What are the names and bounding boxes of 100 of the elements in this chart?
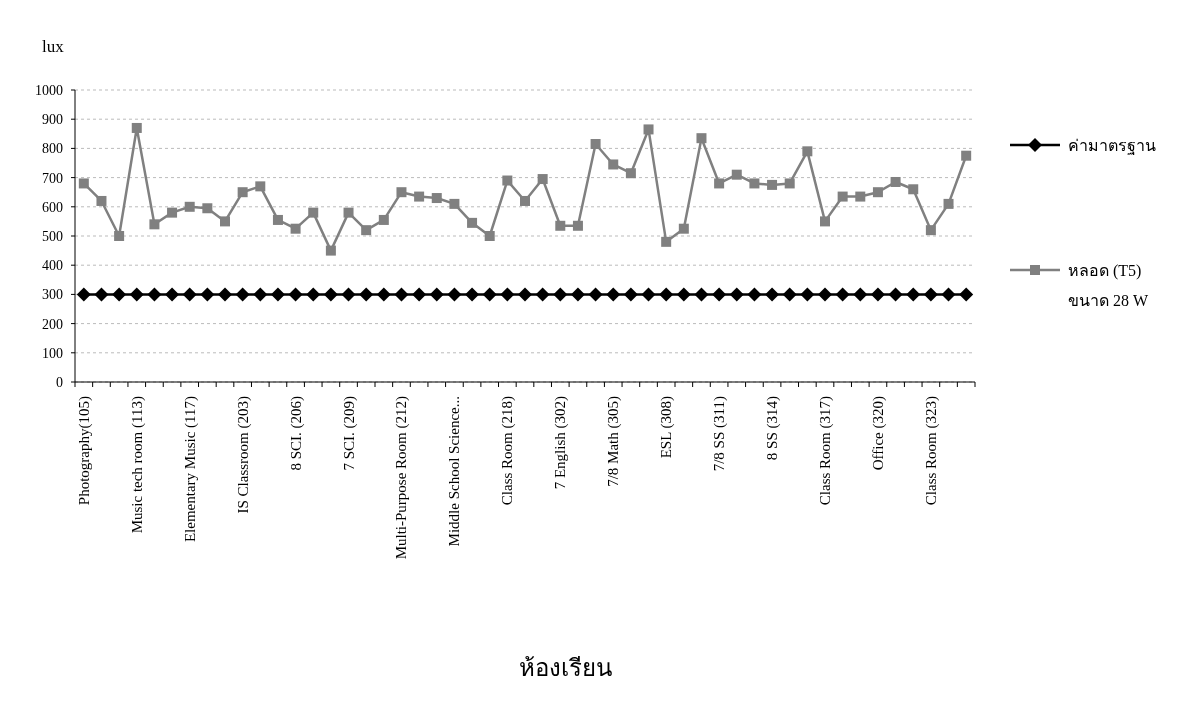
point [94, 287, 109, 302]
y-tick-label: 0 [56, 375, 63, 390]
x-axis-title: ห้องเรียน [518, 655, 612, 681]
point [500, 287, 515, 302]
point [76, 287, 91, 302]
x-tick-label: Class Room (218) [499, 396, 517, 506]
point [676, 287, 691, 302]
y-tick-label: 500 [42, 229, 63, 244]
point [361, 225, 372, 236]
point [623, 287, 638, 302]
y-tick-label: 600 [42, 199, 63, 215]
point [147, 287, 162, 302]
point [678, 223, 689, 234]
point [855, 191, 866, 202]
point [200, 287, 215, 302]
point [608, 159, 619, 170]
point [961, 150, 972, 161]
point [818, 287, 832, 302]
y-tick-label: 900 [42, 112, 63, 128]
y-tick-label: 700 [42, 170, 63, 186]
point [535, 287, 550, 302]
y-tick-label: 1000 [35, 83, 63, 98]
point [253, 287, 268, 302]
point [165, 287, 180, 302]
x-tick-label: Photography(105) [75, 396, 93, 506]
point [518, 287, 532, 302]
point [378, 214, 389, 225]
point [870, 287, 885, 302]
point [712, 287, 727, 302]
point [696, 133, 707, 144]
x-tick-label: 8 SCI. (206) [287, 396, 305, 471]
point [376, 287, 391, 302]
point [220, 216, 230, 227]
point [661, 236, 672, 247]
point [890, 176, 901, 187]
point [572, 220, 583, 231]
point [429, 287, 444, 302]
y-tick-label: 800 [42, 141, 63, 157]
point [465, 287, 480, 302]
x-tick-label: 8 SS (314) [764, 396, 782, 461]
point [202, 203, 213, 214]
y-axis-title: lux [42, 37, 65, 56]
y-tick-label: 200 [42, 316, 63, 332]
x-tick-label: Elementary Music (117) [181, 396, 199, 543]
point [747, 287, 762, 302]
point [570, 287, 585, 302]
point [290, 223, 301, 234]
point [288, 287, 303, 302]
point [923, 287, 938, 302]
point [820, 216, 830, 227]
point [323, 287, 338, 302]
point [237, 187, 248, 198]
point [308, 207, 319, 218]
point [941, 287, 956, 302]
point [184, 201, 195, 212]
point [414, 191, 425, 202]
point [537, 174, 548, 185]
point [270, 287, 285, 302]
x-tick-label: 7 English (302) [552, 396, 570, 490]
point [959, 287, 974, 302]
point [925, 225, 936, 236]
point [255, 181, 266, 192]
point [520, 195, 530, 206]
point [802, 146, 813, 157]
legend-label: หลอด (T5) ขนาด 28 W [1068, 262, 1149, 309]
point [749, 178, 760, 189]
point [149, 219, 160, 230]
point [96, 195, 107, 206]
point [394, 287, 409, 302]
point [888, 287, 903, 302]
point [359, 287, 374, 302]
point [784, 178, 795, 189]
point [467, 217, 478, 228]
x-tick-label: IS Classroom (203) [234, 396, 252, 514]
point [641, 287, 656, 302]
point [767, 179, 778, 190]
x-tick-label: 7 SCI. (209) [340, 396, 358, 471]
point [449, 198, 460, 209]
point [182, 287, 197, 302]
x-tick-label: Multi-Purpose Room (212) [393, 396, 411, 560]
point [800, 287, 815, 302]
point [412, 287, 427, 302]
x-tick-label: Middle School Science... [446, 396, 463, 547]
point [306, 287, 321, 302]
point [502, 175, 513, 186]
point [765, 287, 780, 302]
point [131, 122, 142, 133]
point [943, 198, 954, 209]
point [218, 287, 232, 302]
point [553, 287, 568, 302]
x-tick-label: Office (320) [869, 396, 887, 471]
point [235, 287, 250, 302]
point [341, 287, 356, 302]
x-tick-label: Class Room (323) [922, 396, 940, 506]
point [853, 287, 868, 302]
legend-label: ค่ามาตรฐาน [1068, 137, 1156, 155]
point [606, 287, 621, 302]
point [625, 168, 636, 179]
point [872, 187, 883, 198]
x-tick-label: 7/8 SS (311) [711, 396, 729, 472]
